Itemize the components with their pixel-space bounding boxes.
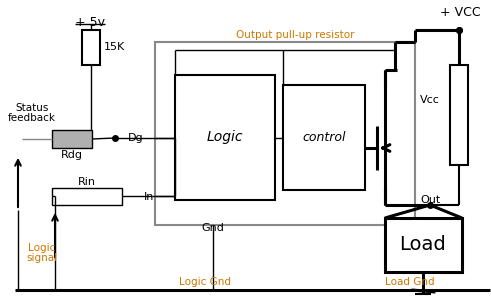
Text: Logic: Logic	[28, 243, 55, 253]
Text: Dg: Dg	[128, 133, 144, 143]
Text: 15K: 15K	[104, 42, 125, 52]
Text: Logic: Logic	[207, 130, 243, 145]
Text: Rdg: Rdg	[61, 150, 83, 160]
Bar	[283, 85, 365, 190]
Bar	[52, 130, 92, 148]
Text: Vcc: Vcc	[420, 95, 440, 105]
Text: Gnd: Gnd	[202, 223, 224, 233]
Text: feedback: feedback	[8, 113, 56, 123]
Bar	[385, 218, 462, 272]
Text: Load: Load	[400, 236, 446, 254]
Text: + 5v: + 5v	[75, 16, 105, 28]
Text: Out: Out	[420, 195, 440, 205]
Text: Load Gnd: Load Gnd	[385, 277, 435, 287]
Bar	[450, 65, 468, 165]
Text: Logic Gnd: Logic Gnd	[179, 277, 231, 287]
Bar	[155, 42, 415, 225]
Text: Rin: Rin	[78, 177, 96, 187]
Text: Status: Status	[15, 103, 49, 113]
Bar	[82, 30, 100, 65]
Text: control: control	[302, 131, 346, 144]
Text: In: In	[144, 192, 154, 202]
Text: + VCC: + VCC	[439, 5, 480, 19]
Text: signal: signal	[27, 253, 57, 263]
Bar	[175, 75, 275, 200]
Bar	[52, 188, 122, 205]
Text: Output pull-up resistor: Output pull-up resistor	[236, 30, 354, 40]
